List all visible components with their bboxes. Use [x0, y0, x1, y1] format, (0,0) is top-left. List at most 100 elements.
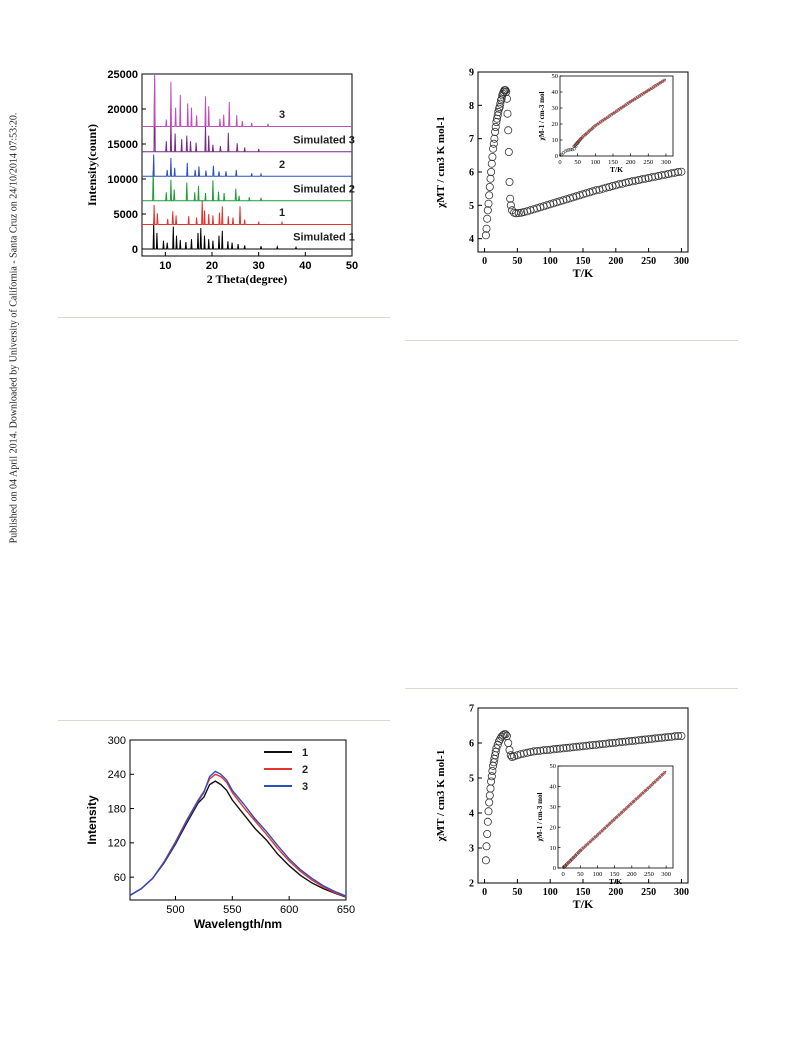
inset-y-tick-label: 40	[550, 784, 557, 791]
data-point	[674, 732, 683, 741]
inset-data-point	[568, 147, 573, 152]
inset-y-axis-label: χM-1 / cm-3 mol	[536, 792, 544, 842]
data-point	[481, 856, 490, 865]
data-point	[651, 734, 660, 743]
data-point	[489, 144, 498, 153]
inset-x-tick-label: 0	[562, 871, 565, 878]
data-point	[588, 741, 597, 750]
inset-data-point	[651, 85, 656, 89]
data-point	[506, 194, 515, 203]
y-tick-label: 7	[469, 134, 474, 145]
series-line	[142, 73, 352, 127]
inset-data-point	[655, 83, 659, 87]
inset-y-axis-label: χM-1 / cm-3 mol	[538, 91, 546, 141]
divider	[58, 317, 390, 318]
data-point	[505, 178, 514, 187]
data-point	[572, 742, 581, 751]
data-point	[483, 817, 492, 826]
data-point	[487, 777, 496, 786]
data-point	[608, 739, 617, 748]
inset-data-point	[563, 149, 567, 153]
data-point	[624, 737, 633, 746]
x-tick-label: 150	[576, 256, 591, 267]
data-point	[486, 174, 495, 183]
inset-data-point	[660, 79, 665, 84]
data-point	[615, 738, 624, 747]
divider	[405, 688, 738, 689]
y-tick-label: 8	[469, 101, 474, 112]
inset-y-tick-label: 0	[555, 153, 558, 160]
series-line	[129, 773, 347, 898]
data-point	[565, 743, 574, 752]
x-tick-label: 200	[608, 256, 623, 267]
data-point	[634, 176, 643, 185]
inset-data-point	[646, 88, 650, 93]
inset-y-tick-label: 30	[550, 804, 557, 811]
data-point	[493, 111, 502, 120]
inset-x-tick-label: 300	[661, 159, 671, 166]
inset-fit-line	[573, 78, 667, 147]
inset-x-tick-label: 200	[626, 159, 636, 166]
data-point	[489, 139, 498, 148]
divider	[58, 720, 390, 721]
inset-data-point	[628, 99, 633, 104]
data-point	[552, 744, 561, 753]
inset-y-tick-label: 10	[552, 137, 559, 144]
inset-data-point	[562, 865, 566, 870]
data-point	[504, 126, 513, 135]
x-tick-label: 10	[159, 260, 171, 272]
y-tick-label: 6	[469, 739, 474, 750]
data-point	[516, 750, 525, 759]
x-tick-label: 40	[299, 260, 311, 272]
data-point	[503, 109, 512, 118]
inset-x-axis-label: T/K	[610, 165, 623, 174]
x-tick-label: 650	[337, 904, 355, 916]
series-label: 3	[279, 109, 285, 121]
inset-data-point	[572, 855, 576, 860]
inset-data-point	[662, 78, 666, 82]
inset-y-tick-label: 10	[550, 845, 557, 852]
series-line	[142, 199, 352, 225]
inset-frame	[559, 75, 674, 157]
inset-x-tick-label: 150	[610, 871, 620, 878]
series-label: 2	[279, 159, 285, 171]
inset-data-point	[644, 89, 649, 94]
legend-label: 2	[302, 764, 308, 776]
y-tick-label: 15000	[107, 139, 138, 151]
data-point	[533, 747, 542, 756]
data-point	[657, 171, 666, 180]
inset-data-point	[630, 98, 635, 103]
x-tick-label: 100	[543, 887, 558, 898]
data-point	[506, 201, 515, 210]
data-point	[502, 87, 511, 96]
chi2-chart: 0 50 100 150 200 250 300 2 3 4 5 6 7 T/K χMT / cm3 K m…	[430, 698, 700, 912]
x-tick-label: 300	[674, 887, 689, 898]
series-line	[129, 770, 347, 897]
inset-y-tick-label: 0	[553, 865, 556, 872]
x-axis-label: T/K	[573, 266, 594, 280]
data-point	[677, 732, 686, 741]
data-point	[487, 159, 496, 168]
y-tick-label: 20000	[107, 104, 138, 116]
data-point	[483, 829, 492, 838]
data-point	[621, 178, 630, 187]
data-point	[664, 733, 673, 742]
inset-x-tick-label: 50	[577, 871, 584, 878]
y-tick-label: 4	[469, 809, 474, 820]
inset-data-point	[639, 93, 643, 97]
pl-chart-svg: 500 550 600 650 60 120 180 240 300 1 2 3 Wavelength/…	[85, 735, 355, 931]
pxrd-chart-svg: 10 20 30 40 50 0 5000 10000 15000 20000 25000 Simul…	[85, 69, 358, 286]
data-point	[529, 747, 538, 756]
legend-label: 1	[302, 747, 308, 759]
data-point	[504, 148, 513, 157]
data-point	[492, 744, 501, 753]
y-axis-label: χMT / cm3 K mol-1	[435, 116, 447, 209]
data-point	[497, 732, 506, 741]
side-note: Published on 04 April 2014. Downloaded b…	[0, 0, 28, 1039]
x-axis-label: Wavelength/nm	[194, 917, 282, 931]
data-point	[487, 772, 496, 781]
data-point	[569, 743, 578, 752]
data-point	[657, 733, 666, 742]
data-point	[667, 732, 676, 741]
data-point	[670, 732, 679, 741]
